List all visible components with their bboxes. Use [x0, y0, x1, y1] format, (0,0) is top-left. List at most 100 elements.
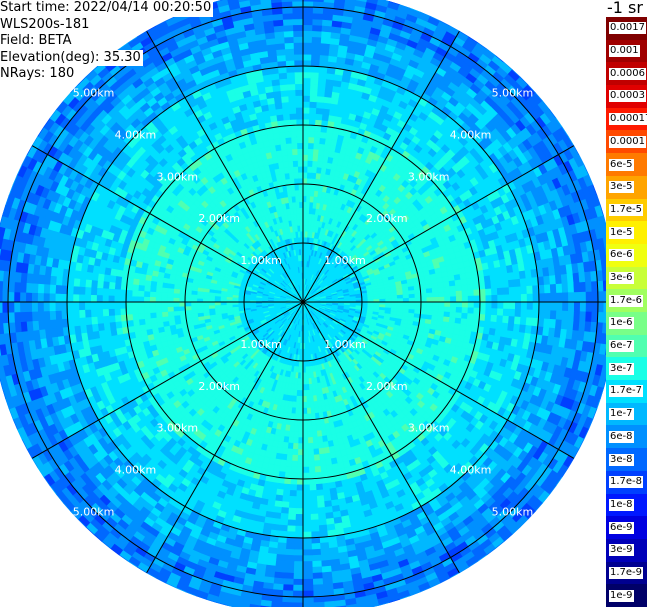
heatmap-cell — [307, 154, 314, 162]
heatmap-cell — [562, 301, 569, 312]
heatmap-cell — [509, 294, 516, 303]
heatmap-cell — [287, 442, 294, 450]
heatmap-cell — [302, 154, 309, 161]
heatmap-cell — [503, 301, 510, 310]
heatmap-cell — [473, 307, 481, 315]
heatmap-cell — [449, 311, 457, 319]
heatmap-cell — [302, 455, 309, 462]
heatmap-cell — [297, 431, 304, 439]
heatmap-cell — [526, 285, 534, 295]
heatmap-cell — [532, 301, 540, 311]
heatmap-cell — [314, 125, 322, 133]
heatmap-cell — [438, 306, 445, 313]
heatmap-cell — [302, 472, 310, 480]
heatmap-cell — [502, 308, 510, 317]
heatmap-cell — [312, 590, 324, 598]
heatmap-cell — [310, 77, 319, 85]
heatmap-cell — [484, 314, 492, 323]
heatmap-cell — [293, 567, 304, 574]
heatmap-cell — [302, 590, 314, 598]
heatmap-cell — [294, 519, 304, 527]
heatmap-cell — [302, 83, 311, 91]
heatmap-cell — [306, 413, 312, 421]
heatmap-cell — [302, 443, 309, 450]
heatmap-cell — [302, 531, 312, 539]
heatmap-cell — [525, 277, 533, 287]
heatmap-cell — [292, 578, 304, 586]
heatmap-cell — [560, 273, 569, 285]
heatmap-cell — [538, 293, 546, 303]
heatmap-cell — [320, 42, 331, 51]
heatmap-cell — [310, 65, 320, 73]
heatmap-cell — [485, 308, 493, 316]
heatmap-cell — [321, 482, 330, 491]
heatmap-cell — [316, 495, 325, 503]
heatmap-cell — [525, 317, 533, 327]
heatmap-cell — [455, 285, 463, 292]
heatmap-cell — [310, 513, 319, 521]
heatmap-cell — [309, 507, 319, 515]
heatmap-cell — [292, 442, 299, 450]
heatmap-cell — [308, 142, 315, 150]
heatmap-cell — [293, 425, 299, 433]
heatmap-cell — [317, 507, 326, 515]
heatmap-cell — [302, 142, 309, 149]
heatmap-cell — [298, 419, 304, 427]
heatmap-cell — [302, 12, 314, 20]
heatmap-cell — [496, 287, 504, 296]
heatmap-cell — [311, 424, 317, 432]
heatmap-cell — [296, 484, 304, 492]
heatmap-cell — [287, 507, 297, 515]
heatmap-cell — [442, 281, 451, 288]
heatmap-cell — [334, 0, 346, 5]
heatmap-cell — [561, 310, 569, 321]
heatmap-cell — [319, 459, 327, 467]
heatmap-cell — [296, 472, 304, 480]
heatmap-cell — [302, 484, 310, 492]
heatmap-cell — [309, 112, 317, 120]
heatmap-cell — [307, 148, 315, 156]
heatmap-cell — [473, 301, 481, 309]
heatmap-cell — [466, 313, 475, 321]
heatmap-cell — [543, 318, 551, 329]
heatmap-cell — [294, 537, 304, 545]
heatmap-cell — [461, 284, 469, 292]
heatmap-cell — [302, 413, 308, 421]
heatmap-cell — [579, 301, 587, 313]
heatmap-cell — [556, 292, 563, 303]
heatmap-cell — [544, 293, 552, 303]
heatmap-layer — [0, 0, 606, 607]
heatmap-cell — [549, 310, 557, 321]
heatmap-cell — [514, 286, 522, 295]
heatmap-cell — [316, 95, 325, 103]
heatmap-cell — [443, 291, 451, 298]
heatmap-cell — [302, 136, 310, 144]
heatmap-cell — [312, 578, 324, 586]
heatmap-cell — [312, 436, 319, 444]
heatmap-cell — [302, 596, 314, 604]
heatmap-cell — [309, 95, 318, 103]
heatmap-cell — [467, 289, 475, 297]
heatmap-cell — [344, 0, 357, 7]
heatmap-cell — [302, 396, 307, 403]
heatmap-cell — [315, 107, 324, 115]
heatmap-cell — [312, 18, 324, 26]
heatmap-cell — [432, 301, 440, 308]
heatmap-cell — [317, 518, 327, 526]
heatmap-cell — [310, 519, 319, 527]
heatmap-cell — [585, 301, 593, 313]
heatmap-cell — [420, 305, 428, 311]
heatmap-cell — [281, 601, 293, 607]
heatmap-cell — [443, 311, 451, 318]
heatmap-cell — [318, 72, 328, 80]
heatmap-cell — [311, 430, 318, 438]
heatmap-cell — [591, 311, 599, 323]
heatmap-cell — [302, 478, 310, 486]
heatmap-cell — [302, 106, 311, 114]
heatmap-cell — [432, 306, 439, 312]
heatmap-cell — [302, 602, 314, 607]
heatmap-cell — [317, 441, 324, 450]
heatmap-cell — [566, 273, 575, 284]
heatmap-cell — [313, 142, 320, 150]
